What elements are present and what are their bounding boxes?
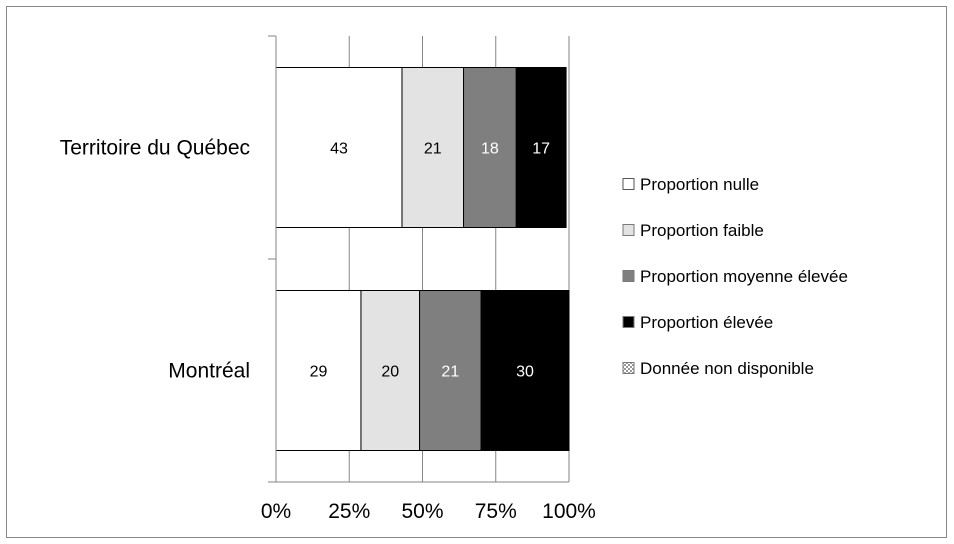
legend-swatch	[622, 224, 635, 236]
data-labels: 43 21 18 17 29 20 21 30	[310, 141, 551, 381]
legend-item: Proportion nulle	[622, 175, 759, 194]
data-label: 21	[424, 141, 442, 158]
bar-segment	[401, 67, 465, 228]
data-label: 18	[481, 141, 499, 158]
bar-segment	[515, 67, 567, 228]
chart-frame	[6, 6, 947, 538]
legend-label: Proportion élevée	[640, 313, 773, 332]
legend-swatch	[622, 270, 635, 282]
bar-segment	[480, 290, 570, 451]
data-label: 21	[441, 364, 459, 381]
x-tick-label: 50%	[401, 500, 443, 523]
legend-swatch	[622, 178, 635, 190]
legend-item: Proportion faible	[622, 221, 764, 240]
legend: Proportion nulle Proportion faible Proport…	[622, 175, 848, 378]
data-label: 30	[516, 364, 534, 381]
legend-item: Proportion moyenne élevée	[622, 267, 848, 286]
category-label: Montréal	[168, 360, 250, 383]
bar-segment	[275, 290, 362, 451]
data-label: 29	[310, 364, 328, 381]
legend-swatch	[622, 316, 635, 328]
legend-label: Proportion moyenne élevée	[640, 267, 848, 286]
data-label: 17	[532, 141, 550, 158]
x-tick-label: 25%	[328, 500, 370, 523]
data-label: 20	[381, 364, 399, 381]
legend-swatch	[622, 362, 635, 374]
x-tick-label: 0%	[261, 500, 291, 523]
bars	[275, 67, 570, 451]
x-tick-label: 100%	[542, 500, 596, 523]
bar-segment	[275, 67, 403, 228]
bar-segment	[419, 290, 482, 451]
legend-label: Donnée non disponible	[640, 359, 814, 378]
category-label: Territoire du Québec	[60, 137, 250, 160]
x-tick-label: 75%	[475, 500, 517, 523]
legend-label: Proportion faible	[640, 221, 764, 240]
legend-label: Proportion nulle	[640, 175, 759, 194]
legend-item: Proportion élevée	[622, 313, 773, 332]
data-label: 43	[330, 141, 348, 158]
legend-item: Donnée non disponible	[622, 359, 814, 378]
axes: 0% 25% 50% 75% 100% Territoire du Québec Montr…	[60, 35, 596, 523]
